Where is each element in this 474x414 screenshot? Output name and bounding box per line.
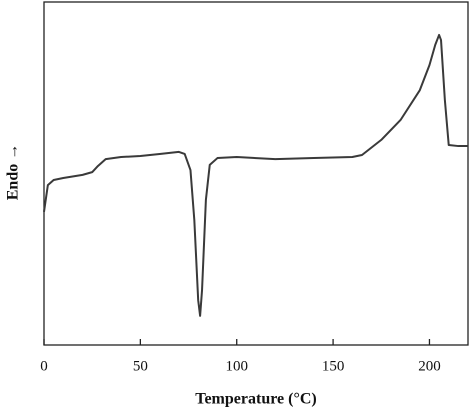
x-tick-label: 100 <box>225 358 248 374</box>
plot-frame <box>43 1 469 346</box>
x-tick-label: 50 <box>133 358 148 374</box>
x-tick-label: 200 <box>418 358 441 374</box>
x-tick-label: 150 <box>322 358 345 374</box>
y-axis-title: Endo → <box>5 144 22 200</box>
x-axis-title: Temperature (°C) <box>195 391 316 408</box>
x-tick-label: 0 <box>40 358 48 374</box>
data-line <box>43 33 468 317</box>
